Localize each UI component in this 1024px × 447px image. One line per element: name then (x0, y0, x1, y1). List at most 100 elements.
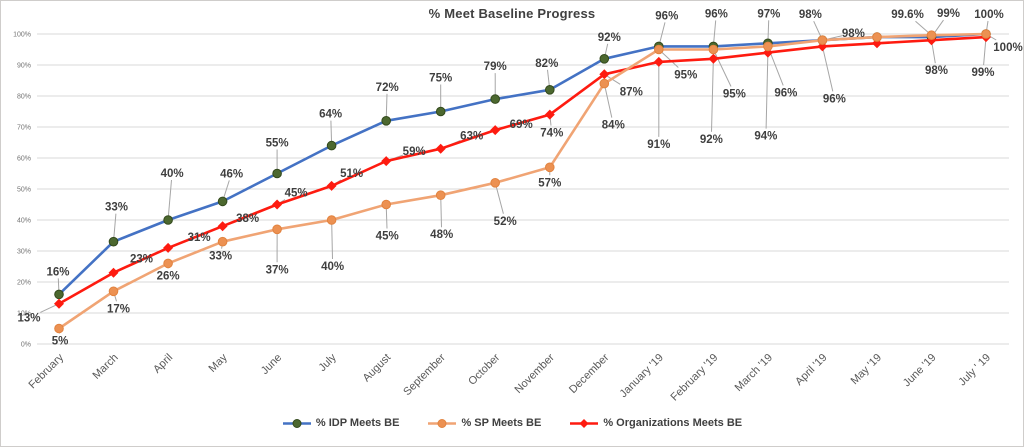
data-label: 57% (538, 177, 561, 189)
data-point-marker (217, 221, 228, 232)
data-label: 45% (285, 188, 308, 200)
data-label: 51% (340, 168, 363, 180)
label-leader-line (712, 49, 732, 87)
data-point-marker (653, 56, 664, 67)
x-axis-category-label: November (513, 351, 558, 396)
x-axis-category-label: January '19 (617, 352, 665, 400)
y-axis-tick-label: 50% (17, 187, 31, 194)
data-label: 72% (376, 82, 399, 94)
data-label: 45% (376, 231, 399, 243)
data-label: 55% (266, 138, 289, 150)
data-label: 17% (107, 303, 130, 315)
data-label: 46% (220, 168, 243, 180)
data-point-marker (163, 242, 174, 253)
data-point-marker (381, 116, 392, 126)
data-point-marker (599, 78, 610, 89)
x-axis-category-label: March (91, 352, 121, 382)
legend-item-sp: % SP Meets BE (427, 417, 541, 429)
data-point-marker (872, 32, 882, 42)
data-point-marker (54, 323, 64, 334)
data-point-marker (272, 199, 283, 210)
legend-label-idp: % IDP Meets BE (315, 417, 400, 429)
x-axis-category-label: July (316, 351, 339, 374)
y-axis-tick-label: 70% (17, 125, 31, 132)
data-label: 23% (130, 254, 153, 266)
data-point-marker (545, 162, 555, 173)
y-axis-tick-label: 30% (17, 249, 31, 256)
data-point-marker (926, 30, 937, 41)
data-label: 52% (494, 216, 517, 228)
data-label: 97% (757, 8, 780, 20)
y-axis-tick-label: 100% (13, 32, 31, 39)
label-leader-line (167, 179, 172, 221)
data-point-marker (217, 196, 228, 207)
label-leader-line (711, 58, 714, 132)
data-label: 16% (46, 266, 69, 278)
idp-series-icon (282, 418, 311, 428)
data-label: 33% (209, 251, 232, 263)
y-axis-tick-label: 40% (17, 218, 31, 225)
data-label: 31% (188, 232, 211, 244)
data-label: 33% (105, 202, 128, 214)
data-point-marker (708, 44, 719, 55)
legend-item-idp: % IDP Meets BE (282, 417, 400, 429)
data-label: 63% (460, 131, 483, 143)
data-label: 37% (266, 264, 289, 276)
label-leader-line (983, 37, 987, 66)
legend: % IDP Meets BE % SP Meets BE % Organizat… (1, 417, 1023, 429)
data-point-marker (217, 236, 228, 247)
data-point-marker (326, 180, 337, 191)
x-axis-category-label: August (361, 352, 394, 385)
data-label: 26% (157, 270, 180, 282)
x-axis-category-label: May '19 (849, 352, 884, 387)
data-label: 79% (484, 61, 507, 73)
x-axis-category-label: September (401, 351, 448, 398)
legend-label-sp: % SP Meets BE (461, 417, 542, 429)
y-axis-tick-label: 80% (17, 94, 31, 101)
x-axis-category-label: March '19 (733, 352, 775, 394)
series-line (58, 35, 987, 305)
data-label: 100% (974, 9, 1003, 21)
label-leader-line (821, 46, 834, 92)
legend-label-organizations: % Organizations Meets BE (603, 417, 743, 429)
data-label: 95% (674, 70, 697, 82)
data-label: 94% (754, 131, 777, 143)
series-line (58, 32, 987, 330)
data-label: 87% (620, 86, 643, 98)
data-point-marker (108, 286, 119, 297)
data-point-marker (817, 35, 828, 46)
label-leader-line (440, 195, 442, 228)
data-point-marker (490, 125, 501, 136)
data-point-marker (435, 190, 446, 200)
x-axis-category-label: July ' 19 (956, 352, 993, 389)
y-axis-tick-label: 90% (17, 63, 31, 70)
data-label: 74% (540, 128, 563, 140)
label-leader-line (494, 182, 504, 214)
data-label: 13% (17, 313, 40, 325)
data-point-marker (54, 289, 64, 300)
data-point-marker (163, 258, 173, 269)
data-point-marker (708, 53, 719, 64)
chart-title: % Meet Baseline Progress (428, 6, 596, 21)
data-label: 100% (993, 42, 1022, 54)
data-label: 91% (647, 139, 670, 151)
data-label: 69% (510, 119, 533, 131)
data-label: 92% (598, 32, 621, 44)
data-point-marker (272, 168, 282, 179)
data-point-marker (272, 224, 282, 235)
y-axis-tick-label: 20% (17, 280, 31, 287)
x-axis-category-label: February (27, 351, 67, 391)
x-axis-category-label: December (567, 351, 612, 396)
data-point-marker (108, 267, 119, 278)
data-point-marker (490, 178, 501, 188)
data-label: 98% (925, 65, 948, 77)
y-axis-tick-label: 60% (17, 156, 31, 163)
data-point-marker (981, 29, 991, 39)
data-point-marker (763, 41, 773, 52)
data-point-marker (490, 94, 501, 104)
data-label: 38% (236, 213, 259, 225)
data-label: 98% (842, 28, 865, 40)
data-point-marker (435, 143, 446, 154)
data-label: 96% (705, 8, 728, 20)
